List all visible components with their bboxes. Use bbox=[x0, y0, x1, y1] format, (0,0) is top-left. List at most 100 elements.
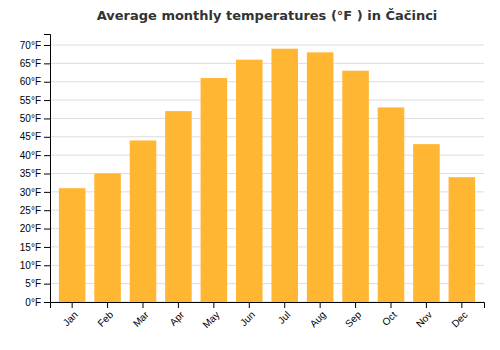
bar bbox=[165, 111, 192, 302]
y-tick-label: 45°F bbox=[20, 131, 41, 142]
y-axis-line bbox=[44, 35, 51, 303]
y-tick-mark bbox=[44, 229, 50, 230]
y-tick-label: 25°F bbox=[20, 205, 41, 216]
x-axis-line bbox=[51, 303, 485, 309]
x-tick-label: Mar bbox=[131, 309, 151, 329]
x-tick-label: Dec bbox=[449, 309, 469, 329]
y-tick-mark bbox=[44, 265, 50, 266]
y-tick-mark bbox=[44, 118, 50, 119]
x-tick-label: Nov bbox=[414, 309, 434, 329]
y-tick: 30°F bbox=[20, 187, 50, 198]
bar bbox=[378, 107, 405, 302]
y-tick-mark bbox=[44, 100, 50, 101]
y-tick-label: 55°F bbox=[20, 95, 41, 106]
y-tick: 65°F bbox=[20, 58, 50, 69]
x-tick-label: Sep bbox=[343, 309, 364, 330]
x-tick-mark bbox=[107, 302, 108, 308]
y-tick-label: 20°F bbox=[20, 223, 41, 234]
y-tick-mark bbox=[44, 174, 50, 175]
y-tick: 70°F bbox=[20, 40, 50, 51]
y-tick: 55°F bbox=[20, 95, 50, 106]
y-tick: 15°F bbox=[20, 242, 50, 253]
x-tick-mark bbox=[249, 302, 250, 308]
x-tick: Sep bbox=[343, 302, 364, 329]
x-tick-mark bbox=[426, 302, 427, 308]
y-tick-label: 60°F bbox=[20, 76, 41, 87]
bar bbox=[201, 78, 228, 302]
y-tick-label: 15°F bbox=[20, 242, 41, 253]
grid-line bbox=[50, 100, 484, 101]
x-tick-mark bbox=[320, 302, 321, 308]
x-tick-mark bbox=[178, 302, 179, 308]
y-tick-label: 5°F bbox=[25, 278, 41, 289]
y-tick-mark bbox=[44, 210, 50, 211]
y-tick: 50°F bbox=[20, 113, 50, 124]
grid-line bbox=[50, 118, 484, 119]
grid-line bbox=[50, 45, 484, 46]
bar bbox=[59, 188, 86, 302]
y-tick: 60°F bbox=[20, 76, 50, 87]
bar bbox=[449, 177, 476, 302]
bar bbox=[130, 140, 157, 302]
y-tick-mark bbox=[44, 284, 50, 285]
grid-line bbox=[50, 136, 484, 137]
title: Average monthly temperatures (°F ) in Ča… bbox=[97, 8, 438, 23]
y-tick-mark bbox=[44, 63, 50, 64]
x-tick-label: Aug bbox=[308, 309, 328, 329]
y-tick-label: 70°F bbox=[20, 40, 41, 51]
x-tick: Nov bbox=[414, 302, 434, 329]
y-tick-label: 0°F bbox=[25, 297, 41, 308]
x-tick-label: Apr bbox=[167, 309, 186, 328]
x-tick: Mar bbox=[131, 302, 151, 329]
x-tick-mark bbox=[355, 302, 356, 308]
x-tick: Aug bbox=[308, 302, 328, 329]
y-tick-mark bbox=[44, 45, 50, 46]
y-tick-mark bbox=[44, 247, 50, 248]
y-tick: 10°F bbox=[20, 260, 50, 271]
y-tick: 0°F bbox=[25, 297, 50, 308]
grid bbox=[50, 45, 484, 302]
y-tick-mark bbox=[44, 302, 50, 303]
x-tick-mark bbox=[461, 302, 462, 308]
x-tick-mark bbox=[284, 302, 285, 308]
x-tick-label: Feb bbox=[95, 309, 115, 329]
x-tick-mark bbox=[213, 302, 214, 308]
y-tick: 35°F bbox=[20, 168, 50, 179]
y-tick-label: 30°F bbox=[20, 187, 41, 198]
x-tick-label: Jan bbox=[61, 309, 80, 328]
y-tick-mark bbox=[44, 155, 50, 156]
bar bbox=[271, 49, 298, 302]
x-tick-label: Jul bbox=[276, 309, 293, 326]
x-tick: Apr bbox=[167, 302, 186, 328]
x-tick-label: May bbox=[200, 309, 221, 330]
x-tick: Jun bbox=[238, 302, 257, 328]
y-tick: 5°F bbox=[25, 278, 50, 289]
chart: Average monthly temperatures (°F ) in Ča… bbox=[0, 0, 500, 350]
x-tick: Jul bbox=[276, 302, 293, 326]
x-tick-label: Oct bbox=[380, 309, 399, 328]
y-tick-label: 10°F bbox=[20, 260, 41, 271]
x-tick: Dec bbox=[449, 302, 469, 329]
bar bbox=[413, 144, 440, 302]
y-tick-label: 40°F bbox=[20, 150, 41, 161]
x-tick: Oct bbox=[380, 302, 399, 328]
x-tick: Jan bbox=[61, 302, 80, 328]
y-tick: 45°F bbox=[20, 131, 50, 142]
grid-line bbox=[50, 81, 484, 82]
y-tick: 20°F bbox=[20, 223, 50, 234]
x-axis: Jan Feb Mar Apr May Jun Jul Aug Sep Oct Nov Dec bbox=[51, 302, 485, 330]
plot bbox=[59, 49, 475, 302]
x-tick-label: Jun bbox=[238, 309, 257, 328]
x-tick-mark bbox=[72, 302, 73, 308]
x-tick-mark bbox=[143, 302, 144, 308]
x-tick: May bbox=[200, 302, 221, 330]
y-tick-label: 35°F bbox=[20, 168, 41, 179]
grid-line bbox=[50, 63, 484, 64]
x-tick: Feb bbox=[95, 302, 115, 329]
y-axis: 0°F 5°F 10°F 15°F 20°F 25°F 30°F 35°F 40°F 45°F 50… bbox=[20, 35, 51, 308]
y-tick-mark bbox=[44, 82, 50, 83]
y-tick-mark bbox=[44, 192, 50, 193]
bar bbox=[342, 71, 369, 302]
bar bbox=[236, 60, 263, 302]
y-tick-label: 50°F bbox=[20, 113, 41, 124]
